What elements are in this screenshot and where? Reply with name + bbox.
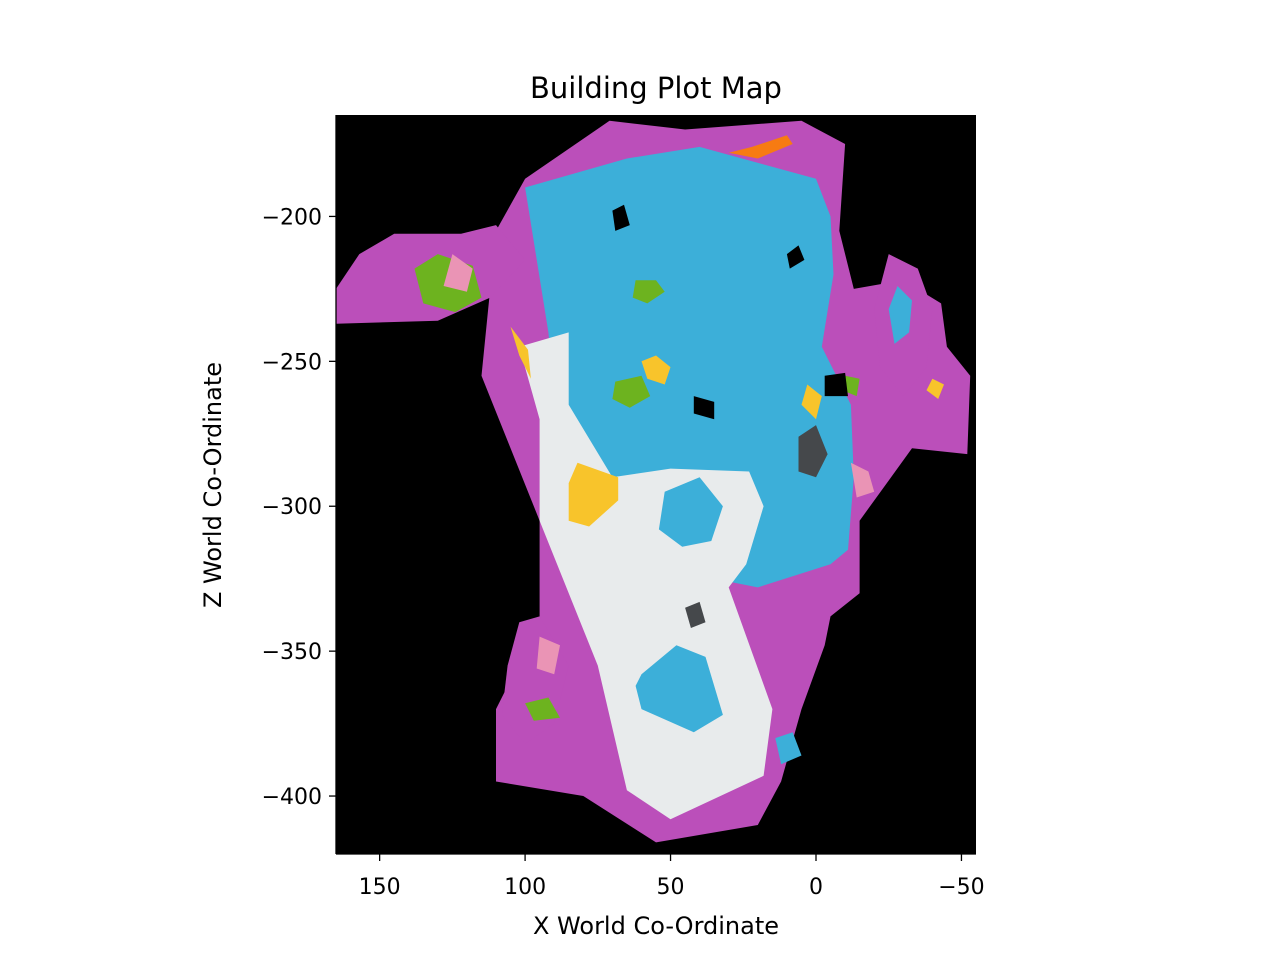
y-axis-ticks: −200 −250 −300 −350 −400 xyxy=(262,205,336,810)
region-plot-orange-17 xyxy=(728,135,793,159)
x-tick-label-4: −50 xyxy=(938,875,984,900)
region-plot-dark-grey-15 xyxy=(798,425,828,478)
y-tick-label-3: −350 xyxy=(262,640,322,665)
y-tick-label-1: −250 xyxy=(262,350,322,375)
region-plot-blue-5 xyxy=(658,477,723,547)
region-plot-green-12 xyxy=(632,280,665,304)
y-tick-label-4: −400 xyxy=(262,785,322,810)
y-tick-label-2: −300 xyxy=(262,495,322,520)
region-plot-green-20 xyxy=(525,697,560,721)
region-plot-green-11 xyxy=(612,375,651,408)
region-plot-yellow-9 xyxy=(641,355,671,385)
x-axis-ticks: 150 100 50 0 −50 xyxy=(359,854,985,900)
x-tick-label-2: 50 xyxy=(657,875,685,900)
axes-frame xyxy=(335,115,976,855)
chart-title: Building Plot Map xyxy=(530,71,782,105)
region-plot-pink-14 xyxy=(443,254,473,292)
region-plot-pink-19 xyxy=(536,636,560,675)
region-plot-blue-4 xyxy=(635,645,723,733)
empty-patch-2 xyxy=(693,396,715,420)
region-plot-dark-grey-16 xyxy=(685,601,706,628)
y-tick-label-0: −200 xyxy=(262,205,322,230)
plot-region-layer xyxy=(336,120,971,843)
region-plot-pink-23 xyxy=(850,462,875,498)
x-axis-label: X World Co-Ordinate xyxy=(533,912,779,940)
region-plot-blue-22 xyxy=(888,286,912,344)
x-tick-label-0: 150 xyxy=(359,875,401,900)
x-tick-label-1: 100 xyxy=(504,875,546,900)
region-plot-yellow-8 xyxy=(510,326,531,379)
region-plot-blue-6 xyxy=(775,732,802,765)
x-tick-label-3: 0 xyxy=(809,875,823,900)
empty-patch-3 xyxy=(786,245,805,269)
region-plot-yellow-7 xyxy=(568,462,619,527)
y-axis-label: Z World Co-Ordinate xyxy=(199,362,227,608)
region-plot-yellow-25 xyxy=(926,378,944,399)
region-plot-yellow-10 xyxy=(801,384,822,420)
empty-patch-1 xyxy=(612,204,630,231)
empty-patch-0 xyxy=(824,372,848,397)
